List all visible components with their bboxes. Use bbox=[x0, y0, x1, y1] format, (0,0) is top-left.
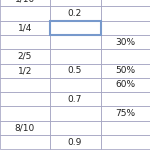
Bar bbox=[50, 64, 100, 78]
Bar bbox=[0, 135, 50, 149]
Bar bbox=[0, 0, 50, 6]
Text: 50%: 50% bbox=[115, 66, 135, 75]
Bar bbox=[50, 35, 100, 49]
Bar bbox=[0, 21, 50, 35]
Bar bbox=[50, 92, 100, 106]
Bar bbox=[100, 135, 150, 149]
Text: 1/2: 1/2 bbox=[18, 66, 32, 75]
Text: 1/10: 1/10 bbox=[15, 0, 35, 4]
Bar bbox=[100, 92, 150, 106]
Text: 1/4: 1/4 bbox=[18, 23, 32, 32]
Bar bbox=[50, 0, 100, 6]
Bar bbox=[100, 0, 150, 6]
Bar bbox=[50, 21, 100, 35]
Bar bbox=[50, 121, 100, 135]
Bar bbox=[50, 78, 100, 92]
Text: 75%: 75% bbox=[115, 109, 135, 118]
Bar bbox=[50, 106, 100, 121]
Bar bbox=[100, 106, 150, 121]
Bar bbox=[100, 78, 150, 92]
Text: 0.5: 0.5 bbox=[68, 66, 82, 75]
Bar bbox=[100, 49, 150, 64]
Bar bbox=[0, 49, 50, 64]
Text: 60%: 60% bbox=[115, 81, 135, 90]
Bar bbox=[0, 106, 50, 121]
Bar bbox=[50, 49, 100, 64]
Bar bbox=[0, 64, 50, 78]
Bar bbox=[0, 92, 50, 106]
Bar bbox=[0, 6, 50, 21]
Bar bbox=[50, 6, 100, 21]
Bar bbox=[0, 35, 50, 49]
Text: 30%: 30% bbox=[115, 38, 135, 47]
Bar bbox=[0, 121, 50, 135]
Text: 8/10: 8/10 bbox=[15, 123, 35, 132]
Bar bbox=[100, 21, 150, 35]
Text: 0.7: 0.7 bbox=[68, 95, 82, 104]
Bar bbox=[50, 135, 100, 149]
Text: 2/5: 2/5 bbox=[18, 52, 32, 61]
Bar bbox=[100, 121, 150, 135]
Bar bbox=[100, 64, 150, 78]
Bar bbox=[100, 6, 150, 21]
Text: 0.2: 0.2 bbox=[68, 9, 82, 18]
Bar bbox=[50, 21, 100, 35]
Bar bbox=[100, 35, 150, 49]
Text: 0.9: 0.9 bbox=[68, 138, 82, 147]
Bar bbox=[0, 78, 50, 92]
